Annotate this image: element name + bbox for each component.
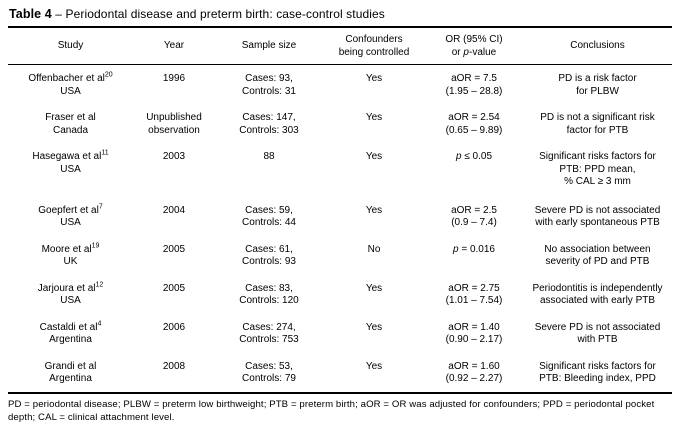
cell-confounders: Yes xyxy=(365,321,383,333)
cell-or-value: aOR = 2.54 (0.65 – 9.89) xyxy=(445,112,503,136)
reference-superscript: 12 xyxy=(95,281,104,289)
cell-sample-size: Cases: 83, Controls: 120 xyxy=(239,282,299,307)
column-header-1: Year xyxy=(133,27,215,65)
cell-study: Fraser et al Canada xyxy=(45,112,96,136)
table-row: Castaldi et al4 Argentina 2006 Cases: 274, C… xyxy=(8,314,672,353)
table-row: Goepfert et al7 USA 2004 Cases: 59, Controls… xyxy=(8,197,672,236)
cell-year: 2005 xyxy=(162,243,186,255)
table-caption: – Periodontal disease and preterm birth:… xyxy=(55,7,385,21)
reference-superscript: 11 xyxy=(101,149,109,157)
cell-sample-size: Cases: 59, Controls: 44 xyxy=(242,204,296,229)
cell-sample-size: 88 xyxy=(263,151,275,162)
cell-or-value: aOR = 1.40 (0.90 – 2.17) xyxy=(445,321,503,346)
cell-confounders: Yes xyxy=(365,360,383,372)
reference-superscript: 19 xyxy=(91,242,100,250)
cell-year: 2003 xyxy=(162,151,186,162)
cell-conclusions: Significant risks factors for PTB: Bleedi… xyxy=(539,360,656,385)
reference-superscript: 20 xyxy=(104,71,113,79)
column-header-3: Confounders being controlled xyxy=(323,27,425,65)
table-row: Hasegawa et al11 USA 2003 88 Yes p ≤ 0.05 Sign… xyxy=(8,143,672,197)
cell-conclusions: Significant risks factors for PTB: PPD me… xyxy=(539,151,656,187)
cell-conclusions: Severe PD is not associated with early sp… xyxy=(534,204,661,229)
cell-year: Unpublished observation xyxy=(146,112,202,136)
cell-conclusions: No association between severity of PD and… xyxy=(544,243,651,268)
cell-sample-size: Cases: 274, Controls: 753 xyxy=(239,321,299,346)
cell-or-value: aOR = 2.5 (0.9 – 7.4) xyxy=(451,204,497,229)
cell-sample-size: Cases: 61, Controls: 93 xyxy=(242,243,296,268)
table-row: Grandi et al Argentina 2008 Cases: 53, Contr… xyxy=(8,353,672,393)
table-row: Offenbacher et al20 USA 1996 Cases: 93, Cont… xyxy=(8,65,672,105)
table-row: Jarjoura et al12 USA 2005 Cases: 83, Control… xyxy=(8,275,672,314)
cell-study: Hasegawa et al11 USA xyxy=(32,149,109,175)
cell-conclusions: PD is a risk factor for PLBW xyxy=(558,73,637,97)
cell-study: Castaldi et al4 Argentina xyxy=(39,320,102,345)
cell-study: Moore et al19 UK xyxy=(41,242,100,267)
cell-or-value: aOR = 2.75 (1.01 – 7.54) xyxy=(445,282,503,307)
table-row: Fraser et al Canada Unpublished observation… xyxy=(8,104,672,143)
cell-study: Goepfert et al7 USA xyxy=(38,203,103,228)
cell-or-value: p = 0.016 xyxy=(453,243,495,255)
reference-superscript: 4 xyxy=(97,320,102,328)
cell-or-value: p ≤ 0.05 xyxy=(455,151,493,162)
column-header-2: Sample size xyxy=(215,27,323,65)
column-header-4: OR (95% CI) or p-value xyxy=(425,27,523,65)
cell-sample-size: Cases: 93, Controls: 31 xyxy=(242,73,296,97)
cell-or-value: aOR = 1.60 (0.92 – 2.27) xyxy=(445,360,503,385)
cell-confounders: Yes xyxy=(365,112,383,123)
cell-year: 2004 xyxy=(162,204,186,216)
cell-study: Offenbacher et al20 USA xyxy=(28,71,113,97)
table-number: Table 4 xyxy=(9,7,52,21)
cell-conclusions: PD is not a significant risk factor for P… xyxy=(540,112,655,136)
cell-sample-size: Cases: 147, Controls: 303 xyxy=(239,112,299,136)
table-body: Offenbacher et al20 USA 1996 Cases: 93, Cont… xyxy=(8,65,672,393)
column-header-5: Conclusions xyxy=(523,27,672,65)
cell-confounders: Yes xyxy=(365,282,383,294)
cell-or-value: aOR = 7.5 (1.95 – 28.8) xyxy=(445,73,503,97)
cell-confounders: Yes xyxy=(365,151,383,162)
column-header-0: Study xyxy=(8,27,133,65)
case-control-studies-table: Study Year Sample size Confounders being con… xyxy=(8,26,672,394)
cell-confounders: Yes xyxy=(365,204,383,216)
paper-table-page: Table 4 – Periodontal disease and preter… xyxy=(8,7,672,423)
cell-study: Jarjoura et al12 USA xyxy=(37,281,104,306)
cell-study: Grandi et al Argentina xyxy=(44,360,97,385)
cell-conclusions: Periodontitis is independently associated… xyxy=(532,282,663,307)
cell-sample-size: Cases: 53, Controls: 79 xyxy=(242,360,296,385)
cell-confounders: No xyxy=(367,243,381,255)
cell-conclusions: Severe PD is not associated with PTB xyxy=(534,321,661,346)
cell-year: 2008 xyxy=(162,360,186,372)
cell-confounders: Yes xyxy=(365,73,383,84)
table-row: Moore et al19 UK 2005 Cases: 61, Controls: 9… xyxy=(8,236,672,275)
cell-year: 1996 xyxy=(162,73,186,84)
reference-superscript: 7 xyxy=(98,203,103,211)
table-title: Table 4 – Periodontal disease and preter… xyxy=(9,7,672,21)
table-header: Study Year Sample size Confounders being con… xyxy=(8,27,672,65)
footnote: PD = periodontal disease; PLBW = preterm… xyxy=(8,398,655,424)
cell-year: 2005 xyxy=(162,282,186,294)
cell-year: 2006 xyxy=(162,321,186,333)
